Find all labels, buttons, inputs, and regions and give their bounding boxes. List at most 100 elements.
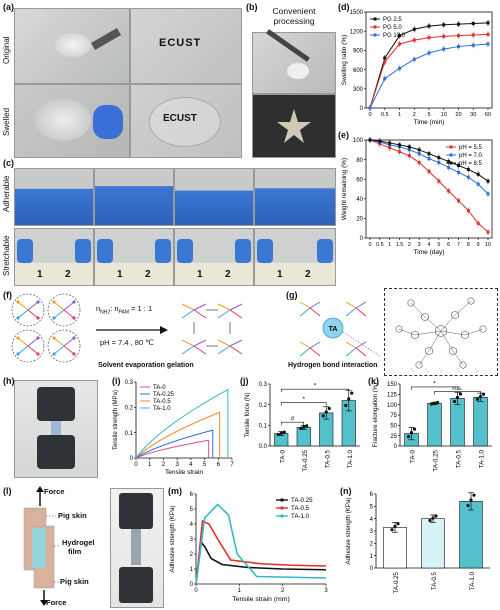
chart-e-xtick-label: 2: [408, 242, 411, 248]
chart-e-point: [486, 230, 490, 234]
adherable-photo-2: [94, 168, 174, 226]
chart-j-datapoint: [305, 424, 309, 428]
chart-j-datapoint: [327, 406, 331, 411]
chart-d-point: [398, 34, 401, 38]
photo-tensile-grip: [14, 380, 98, 478]
h-network-arm: [355, 307, 367, 317]
monomer-0-arm: [27, 309, 39, 319]
h-network-arm: [345, 341, 357, 349]
chart-n-datapoint: [428, 518, 432, 523]
chart-d-xtick-label: 1: [398, 112, 401, 118]
chart-k-datapoint: [406, 434, 411, 439]
chart-n-ytick-label: 0: [370, 566, 374, 572]
chart-j-datapoint: [299, 426, 303, 430]
chart-n-datapoint: [393, 524, 397, 529]
chart-i-series-curve: [135, 439, 210, 459]
panel-label-f: (f): [3, 290, 12, 300]
chart-d: 0 300 600 900 1200 1500 0 0.5 1 2 5 10 20 30 60 Time (m…: [341, 10, 493, 126]
ratio-text: nNH2: nPAM = 1 : 1: [96, 304, 152, 316]
monomer-0-arm-end: [16, 300, 20, 304]
callout-line: [342, 331, 380, 357]
chart-k-xtick-label: TA-0.5: [456, 449, 463, 468]
chart-e-ylabel: Weight remaining (%): [341, 158, 348, 220]
chart-e-xtick-label: 1: [388, 242, 391, 248]
chart-j-datapoint: [321, 414, 325, 418]
chart-k-datapoint: [481, 392, 486, 396]
chart-k-datapoint: [458, 392, 463, 396]
chart-j-datapoint: [347, 397, 351, 401]
ta-hbond: [474, 367, 480, 374]
chart-d-xtick-label: 10: [441, 112, 447, 118]
photo-original-ecust: ECUST: [130, 8, 242, 84]
ta-hbond: [410, 367, 416, 374]
network-arm: [181, 339, 195, 347]
chart-k-sig-bracket-2-label: n.s.: [452, 385, 463, 392]
label-force-bottom: Force: [46, 598, 67, 607]
chart-e-legend-marker: [449, 153, 453, 157]
chart-d-point: [383, 60, 387, 64]
ta-ring-5: [425, 346, 433, 356]
panel-b-title-line1: Convenient: [272, 6, 316, 16]
chart-e-point: [388, 141, 392, 145]
chart-k-ytick-label: 50: [390, 424, 397, 430]
chart-j-datapoint: [302, 425, 306, 429]
chart-d-ytick-label: 0: [360, 106, 364, 112]
chart-j-datapoint: [282, 430, 286, 434]
chart-e-point: [398, 150, 401, 154]
photo-lap-shear: [110, 488, 164, 608]
panel-label-k: (k): [368, 376, 379, 386]
chart-e-point: [368, 138, 372, 142]
network-arm: [181, 345, 195, 355]
chart-m-xlabel: Tensile strain (mm): [232, 596, 289, 603]
network-arm: [217, 309, 231, 319]
network-arm: [193, 345, 207, 355]
monomer-3-arm: [63, 337, 75, 347]
chart-e-point: [476, 221, 480, 225]
chart-i-ytick-label: 0.3: [125, 380, 134, 386]
ta-ring-7: [407, 299, 415, 307]
chart-j-sig-bracket-3-label: *: [314, 383, 317, 390]
monomer-1-arm: [53, 301, 65, 311]
adherable-photo-1: [14, 168, 94, 226]
chart-e-point: [407, 145, 411, 149]
panel-label-m: (m): [168, 486, 182, 496]
condition-text: pH = 7.4 , 80 ℃: [100, 338, 154, 347]
chart-n-datapoint: [431, 516, 435, 520]
chart-n-ytick-label: 4: [370, 517, 374, 523]
chart-e-ytick-label: 60: [356, 177, 363, 183]
monomer-1-arm-end: [72, 316, 76, 320]
ta-bond: [440, 314, 456, 332]
photo-swelled-ecust: ECUST: [130, 84, 242, 158]
chart-d-point: [457, 34, 460, 38]
lap-shear-schematic: [23, 486, 60, 606]
chart-k-ytick-label: 0: [394, 444, 398, 450]
ta-ring-9: [395, 325, 403, 333]
chart-j-datapoint: [276, 432, 280, 437]
network-arm: [229, 309, 243, 319]
chart-j-xtick-label: TA-0.5: [324, 449, 331, 468]
chart-k-sig-bracket-2: [434, 391, 481, 395]
ta-ring-1: [421, 312, 429, 322]
network-arm: [181, 303, 195, 311]
chart-m-ytick-label: 1: [190, 567, 194, 573]
monomer-0-arm: [17, 309, 29, 319]
h-network-arm: [309, 347, 321, 357]
adherable-photo-3: [174, 168, 254, 226]
chart-e-point: [447, 189, 451, 193]
chart-e-point: [466, 167, 470, 171]
chart-d-point: [412, 27, 416, 31]
panel-label-d: (d): [338, 2, 350, 12]
row-label-stretchable: Stretchable: [2, 235, 11, 277]
chart-k-datapoint: [412, 427, 417, 431]
photo-original-hydrogel: [14, 8, 130, 84]
monomer-0-arm: [27, 301, 39, 311]
chart-e-point: [417, 148, 421, 152]
chart-i-ytick-label: 0.2: [125, 406, 134, 412]
chart-n-ytick-label: 3: [370, 529, 374, 535]
monomer-3-arm: [53, 337, 65, 347]
panel-label-j: (j): [240, 376, 249, 386]
monomer-2-arm-end: [36, 336, 40, 340]
chart-j-datapoint: [324, 410, 328, 414]
chart-m-series-curve: [195, 503, 327, 585]
chart-i-ylabel: Tensile strength (MPa): [113, 390, 119, 450]
